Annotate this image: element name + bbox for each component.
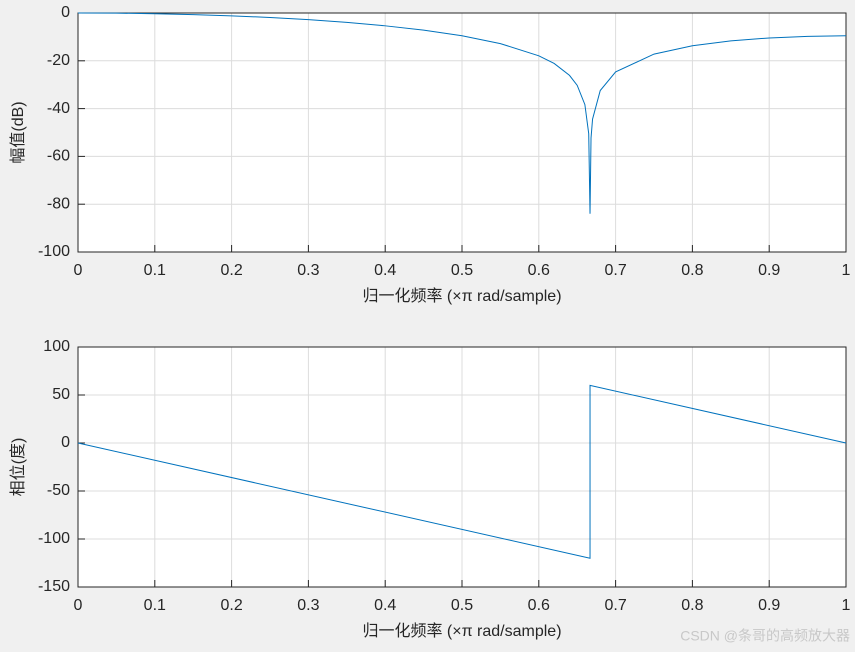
line <box>77 12 847 214</box>
y-tick-label: -150 <box>38 578 70 595</box>
axes-box <box>77 346 847 588</box>
y-tick-label: 50 <box>52 386 70 403</box>
y-tick-label: -80 <box>47 195 70 212</box>
y-tick-label: -50 <box>47 482 70 499</box>
x-tick-label: 0.3 <box>297 262 319 279</box>
x-tick-label: 0.2 <box>220 262 242 279</box>
x-tick-label: 0.8 <box>681 262 703 279</box>
y-tick-label: -40 <box>47 100 70 117</box>
x-tick-label: 0.7 <box>604 597 626 614</box>
watermark: CSDN @条哥的高频放大器 <box>680 628 850 644</box>
x-tick-label: 0.1 <box>144 262 166 279</box>
x-tick-label: 0.5 <box>451 597 473 614</box>
x-tick-label: 0 <box>74 597 83 614</box>
x-tick-label: 1 <box>842 262 851 279</box>
y-tick-label: -100 <box>38 530 70 547</box>
y-tick-label: 0 <box>61 434 70 451</box>
x-tick-label: 0.6 <box>528 262 550 279</box>
x-tick-label: 0.4 <box>374 597 396 614</box>
y-tick-label: -100 <box>38 243 70 260</box>
y-tick-label: -20 <box>47 52 70 69</box>
x-tick-label: 1 <box>842 597 851 614</box>
x-axis-label: 归一化频率 (×π rad/sample) <box>362 287 561 305</box>
axes-box <box>77 12 847 253</box>
x-tick-label: 0.8 <box>681 597 703 614</box>
x-tick-label: 0.7 <box>604 262 626 279</box>
x-axis-label: 归一化频率 (×π rad/sample) <box>362 622 561 640</box>
x-tick-label: 0.4 <box>374 262 396 279</box>
y-axis-label: 相位(度) <box>9 438 27 497</box>
x-tick-label: 0.3 <box>297 597 319 614</box>
y-tick-label: 0 <box>61 4 70 21</box>
x-tick-label: 0.2 <box>220 597 242 614</box>
x-tick-label: 0 <box>74 262 83 279</box>
x-tick-label: 0.9 <box>758 597 780 614</box>
line <box>77 384 847 559</box>
y-tick-label: 100 <box>43 338 70 355</box>
x-tick-label: 0.1 <box>144 597 166 614</box>
x-tick-label: 0.9 <box>758 262 780 279</box>
y-tick-label: -60 <box>47 148 70 165</box>
x-tick-label: 0.6 <box>528 597 550 614</box>
y-axis-label: 幅值(dB) <box>9 101 27 163</box>
x-tick-label: 0.5 <box>451 262 473 279</box>
